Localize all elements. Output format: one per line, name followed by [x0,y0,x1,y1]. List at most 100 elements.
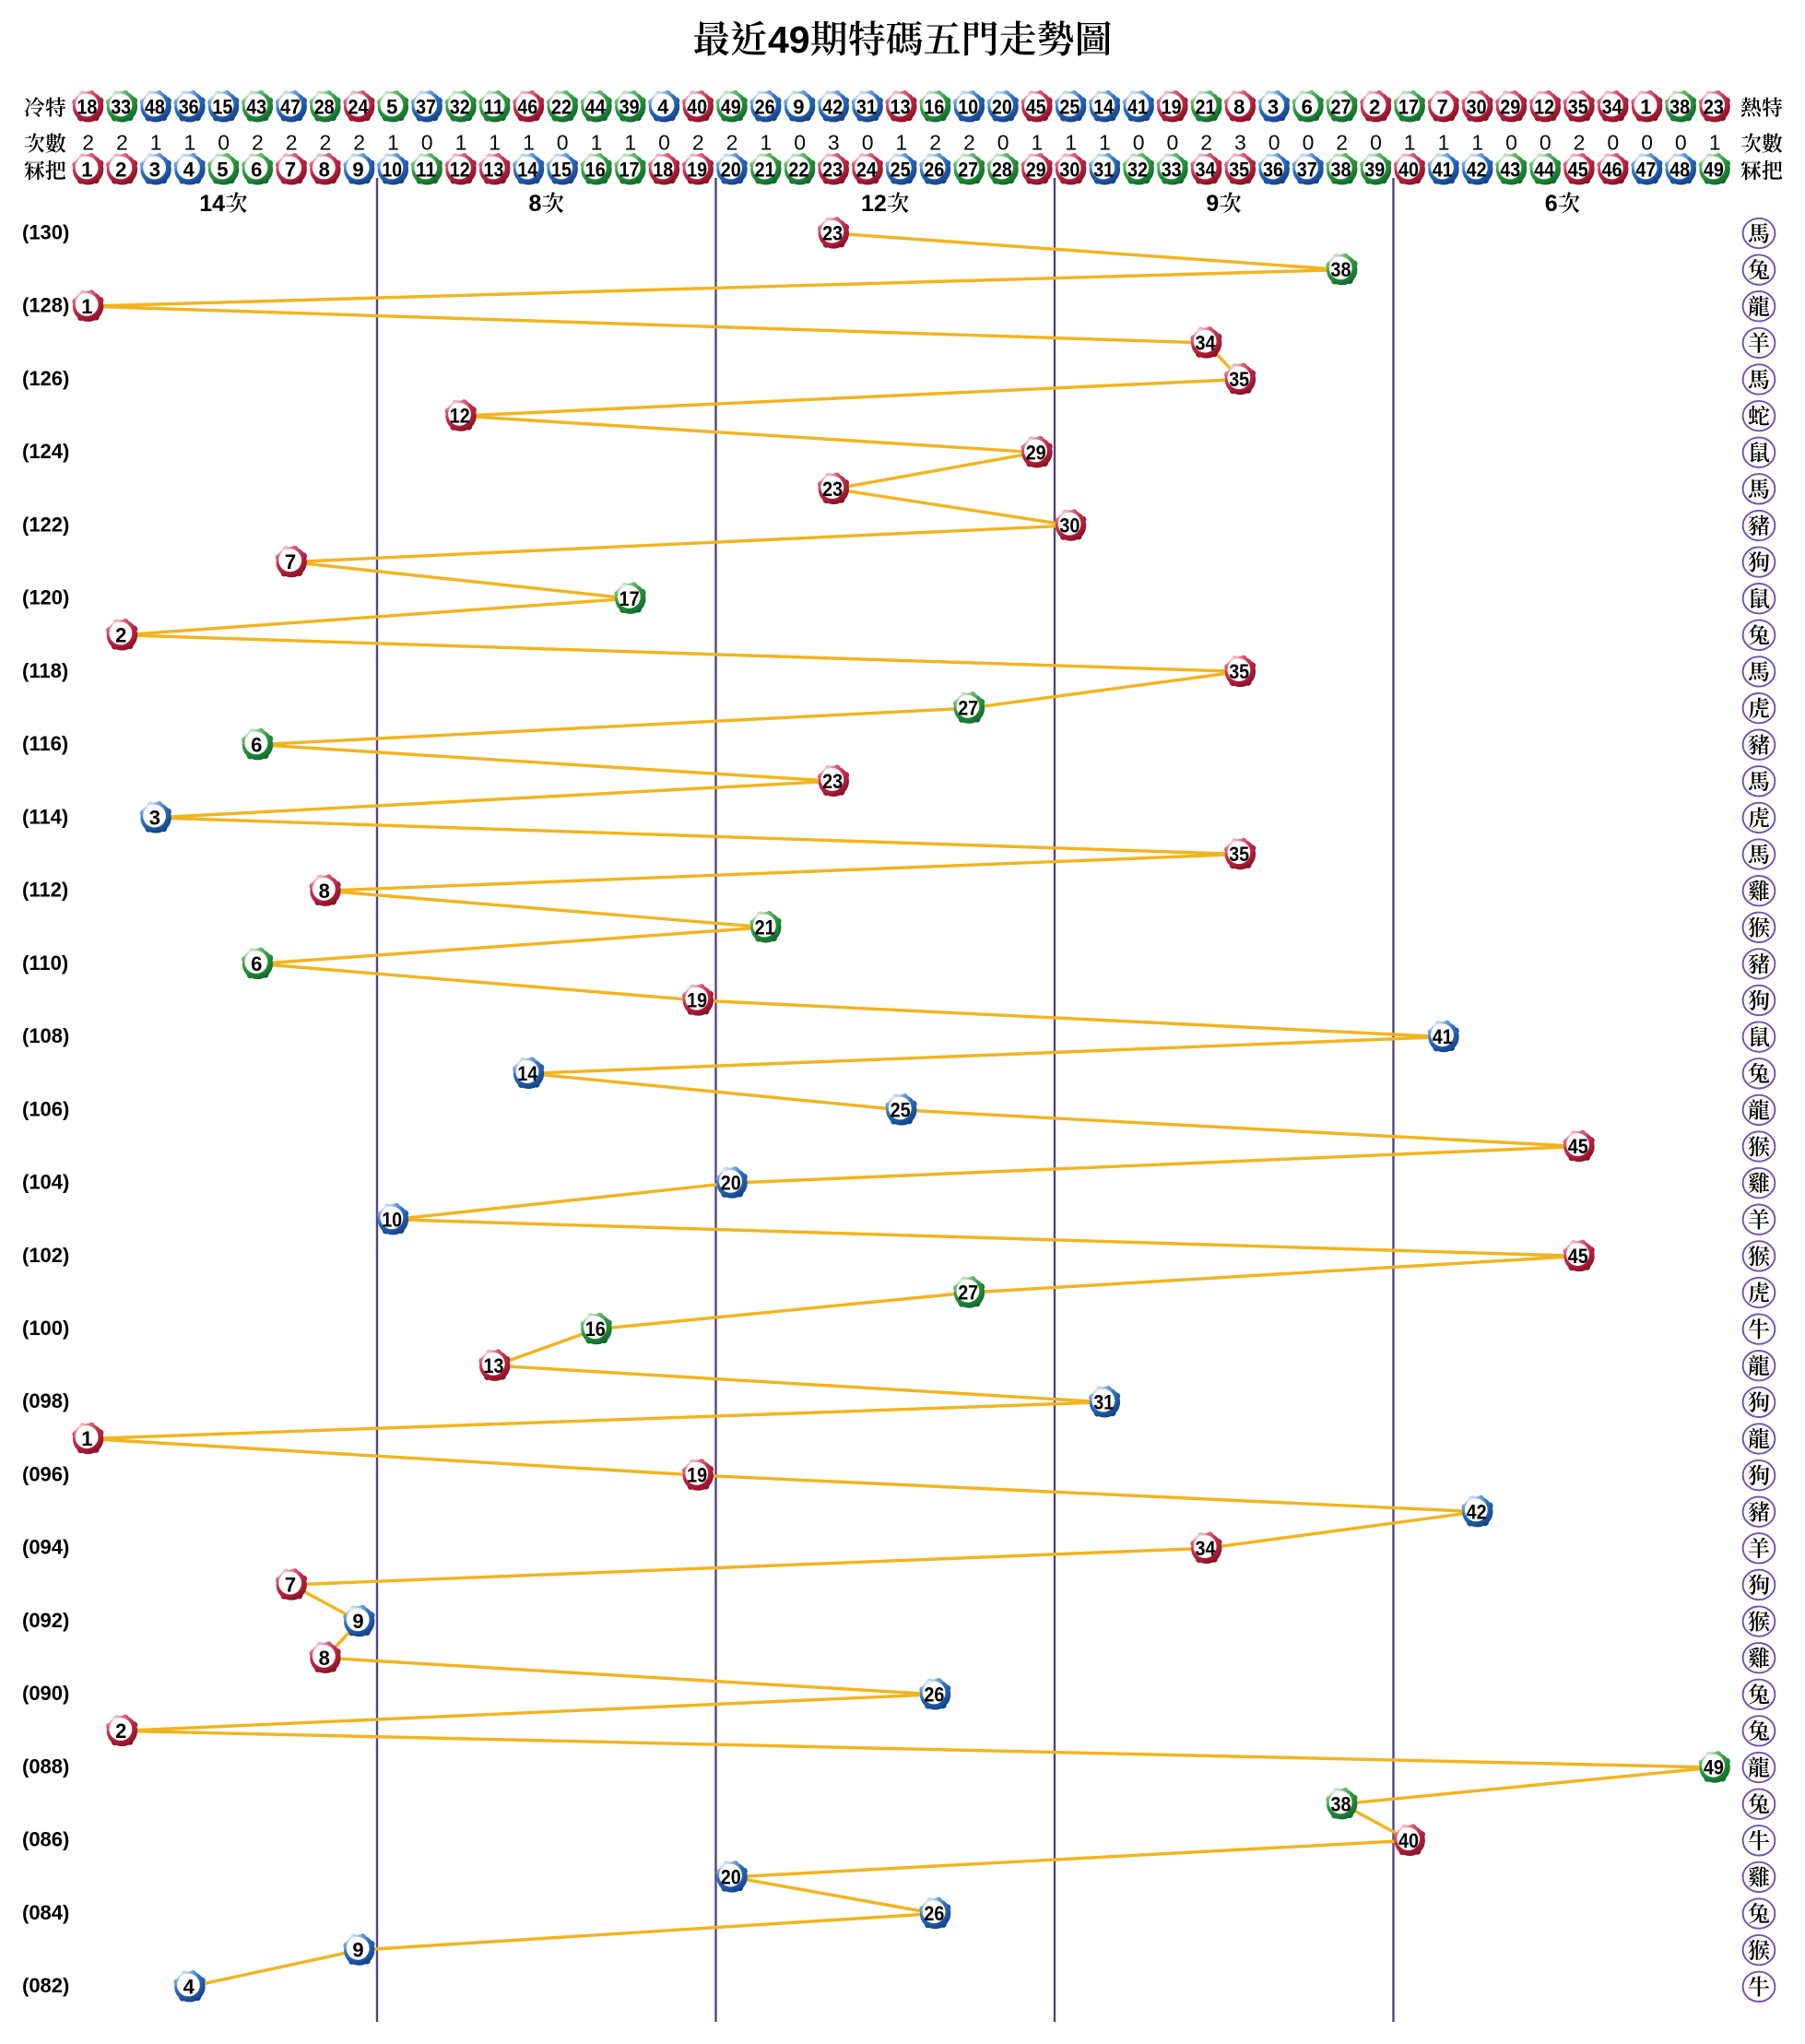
svg-text:8: 8 [319,1647,330,1670]
svg-text:0: 0 [1303,131,1315,155]
svg-text:10: 10 [382,158,402,181]
svg-text:9: 9 [352,1939,363,1962]
svg-text:(088): (088) [22,1755,69,1778]
svg-text:7: 7 [285,550,296,573]
svg-text:9: 9 [1206,191,1219,217]
svg-text:44: 44 [585,95,607,118]
svg-text:4: 4 [657,95,669,118]
svg-text:(130): (130) [22,220,69,243]
svg-text:2: 2 [1574,131,1586,155]
svg-text:39: 39 [619,95,640,118]
svg-text:35: 35 [1568,95,1588,118]
svg-text:13: 13 [891,95,911,118]
svg-text:(104): (104) [22,1171,69,1194]
svg-text:47: 47 [280,95,301,118]
svg-text:46: 46 [1602,158,1622,181]
svg-text:42: 42 [1467,1500,1487,1523]
svg-text:0: 0 [1641,131,1653,155]
svg-text:0: 0 [997,131,1009,155]
svg-text:0: 0 [1505,131,1517,155]
svg-text:24: 24 [348,95,370,118]
svg-text:2: 2 [1200,131,1212,155]
svg-text:31: 31 [1093,158,1114,181]
svg-text:4: 4 [183,1975,195,1998]
svg-text:27: 27 [958,697,978,720]
svg-text:0: 0 [1540,131,1551,155]
svg-text:2: 2 [692,131,704,155]
svg-text:7: 7 [285,1574,296,1597]
svg-text:38: 38 [1331,258,1351,281]
svg-text:45: 45 [1568,1245,1588,1268]
svg-text:3: 3 [149,158,160,181]
svg-text:2: 2 [116,131,128,155]
svg-text:1: 1 [387,131,399,155]
svg-text:16: 16 [924,95,944,118]
svg-text:40: 40 [687,95,707,118]
svg-text:49: 49 [721,95,741,118]
svg-text:(124): (124) [22,440,69,463]
svg-text:27: 27 [958,158,978,181]
svg-text:9: 9 [793,95,804,118]
svg-text:2: 2 [1336,131,1348,155]
svg-text:30: 30 [1467,95,1487,118]
svg-text:9: 9 [352,158,363,181]
svg-text:43: 43 [1500,158,1520,181]
svg-text:26: 26 [924,1683,944,1706]
svg-text:2: 2 [320,131,332,155]
svg-text:(114): (114) [22,805,68,828]
svg-text:22: 22 [551,95,572,118]
svg-text:38: 38 [1669,95,1690,118]
svg-text:22: 22 [788,158,808,181]
svg-text:29: 29 [1500,95,1520,118]
svg-text:0: 0 [1675,131,1687,155]
svg-text:(098): (098) [22,1389,69,1412]
svg-text:(086): (086) [22,1828,69,1851]
svg-text:1: 1 [184,131,196,155]
svg-text:23: 23 [1704,95,1724,118]
svg-text:19: 19 [687,158,707,181]
svg-text:0: 0 [1607,131,1619,155]
svg-text:11: 11 [416,158,436,181]
svg-text:25: 25 [1059,95,1079,118]
svg-text:12: 12 [861,191,887,217]
svg-text:35: 35 [1229,158,1249,181]
svg-text:27: 27 [958,1282,978,1305]
svg-text:1: 1 [1099,131,1111,155]
svg-text:23: 23 [822,770,843,793]
svg-text:2: 2 [82,131,94,155]
svg-text:49: 49 [1704,158,1724,181]
svg-text:19: 19 [687,1464,707,1487]
svg-text:1: 1 [624,131,636,155]
svg-text:33: 33 [1162,158,1182,181]
svg-text:1: 1 [1640,95,1651,118]
svg-text:4: 4 [183,158,195,181]
svg-text:5: 5 [217,158,228,181]
svg-text:(126): (126) [22,367,69,390]
svg-text:20: 20 [721,1866,741,1889]
svg-text:26: 26 [924,1902,944,1925]
svg-text:1: 1 [1404,131,1416,155]
svg-text:0: 0 [1167,131,1179,155]
svg-text:24: 24 [856,158,878,181]
svg-text:13: 13 [484,158,504,181]
svg-text:(118): (118) [22,659,68,682]
svg-text:21: 21 [755,916,775,939]
svg-text:11: 11 [484,95,504,118]
svg-text:25: 25 [891,158,911,181]
svg-text:34: 34 [1196,158,1217,181]
svg-text:1: 1 [1065,131,1077,155]
svg-text:(120): (120) [22,586,69,609]
svg-text:48: 48 [145,95,165,118]
svg-text:2: 2 [929,131,941,155]
svg-text:15: 15 [212,95,232,118]
svg-text:0: 0 [218,131,230,155]
svg-text:2: 2 [963,131,975,155]
svg-text:12: 12 [450,405,470,428]
svg-text:1: 1 [760,131,772,155]
svg-text:31: 31 [1093,1390,1114,1413]
svg-text:6: 6 [251,952,262,975]
svg-text:29: 29 [1026,441,1046,464]
svg-text:(092): (092) [22,1609,69,1632]
svg-text:48: 48 [1669,158,1690,181]
svg-text:41: 41 [1127,95,1148,118]
